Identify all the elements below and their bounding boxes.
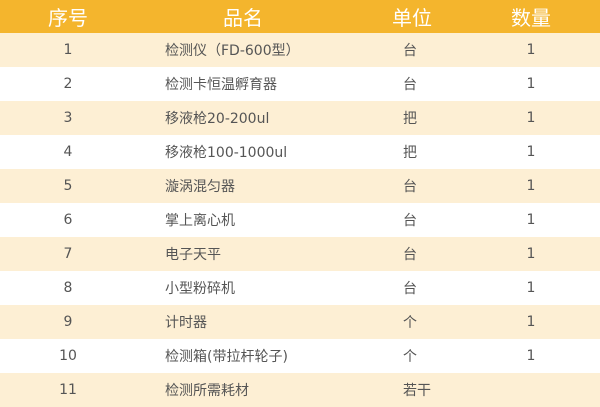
cell-qty: 1 <box>526 348 536 364</box>
cell-seq: 9 <box>63 314 73 330</box>
cell-name: 移液枪100-1000ul <box>165 145 288 161</box>
cell-unit: 台 <box>403 179 417 195</box>
cell-name: 计时器 <box>165 315 207 331</box>
table-row: 7 电子天平 台 1 <box>0 237 600 271</box>
table-row: 8 小型粉碎机 台 1 <box>0 271 600 305</box>
cell-qty: 1 <box>526 314 536 330</box>
cell-unit: 台 <box>403 43 417 59</box>
cell-name: 小型粉碎机 <box>165 281 235 297</box>
cell-qty: 1 <box>526 212 536 228</box>
cell-qty: 1 <box>526 110 536 126</box>
cell-seq: 11 <box>59 382 77 398</box>
cell-qty: 1 <box>526 246 536 262</box>
cell-qty: 1 <box>526 42 536 58</box>
cell-name: 检测所需耗材 <box>165 383 249 399</box>
cell-name: 检测卡恒温孵育器 <box>165 77 277 93</box>
header-qty: 数量 <box>511 6 551 30</box>
header-unit: 单位 <box>392 6 432 30</box>
cell-seq: 3 <box>63 110 73 126</box>
cell-unit: 若干 <box>403 383 431 399</box>
cell-unit: 台 <box>403 213 417 229</box>
cell-qty: 1 <box>526 76 536 92</box>
cell-seq: 6 <box>63 212 73 228</box>
table-row: 1 检测仪（FD-600型） 台 1 <box>0 33 600 67</box>
cell-name: 检测箱(带拉杆轮子) <box>165 349 288 365</box>
cell-unit: 台 <box>403 247 417 263</box>
header-seq: 序号 <box>48 6 88 30</box>
cell-unit: 把 <box>403 145 417 161</box>
table-row: 3 移液枪20-200ul 把 1 <box>0 101 600 135</box>
cell-name: 移液枪20-200ul <box>165 111 270 127</box>
table-row: 10 检测箱(带拉杆轮子) 个 1 <box>0 339 600 373</box>
cell-unit: 个 <box>403 349 417 365</box>
cell-seq: 4 <box>63 144 73 160</box>
cell-unit: 个 <box>403 315 417 331</box>
cell-name: 掌上离心机 <box>165 213 235 229</box>
cell-unit: 台 <box>403 281 417 297</box>
cell-unit: 台 <box>403 77 417 93</box>
header-name: 品名 <box>223 6 263 30</box>
table-row: 5 漩涡混匀器 台 1 <box>0 169 600 203</box>
table-row: 11 检测所需耗材 若干 <box>0 373 600 407</box>
table-row: 4 移液枪100-1000ul 把 1 <box>0 135 600 169</box>
cell-qty: 1 <box>526 280 536 296</box>
table-header: 序号 品名 单位 数量 <box>0 0 600 33</box>
cell-seq: 5 <box>63 178 73 194</box>
table-body: 1 检测仪（FD-600型）台 1 2 检测卡恒温孵育器台 1 3 移液枪20-200ul 把 1… <box>0 33 600 407</box>
cell-seq: 1 <box>63 42 73 58</box>
cell-seq: 7 <box>63 246 73 262</box>
cell-name: 漩涡混匀器 <box>165 179 235 195</box>
table-row: 2 检测卡恒温孵育器 台 1 <box>0 67 600 101</box>
cell-qty: 1 <box>526 144 536 160</box>
cell-qty: 1 <box>526 178 536 194</box>
cell-seq: 8 <box>63 280 73 296</box>
cell-seq: 10 <box>59 348 77 364</box>
cell-seq: 2 <box>63 76 73 92</box>
table-row: 9 计时器 个 1 <box>0 305 600 339</box>
cell-name: 电子天平 <box>165 247 221 263</box>
cell-unit: 把 <box>403 111 417 127</box>
table-row: 6 掌上离心机 台 1 <box>0 203 600 237</box>
cell-name: 检测仪（FD-600型） <box>165 43 300 59</box>
